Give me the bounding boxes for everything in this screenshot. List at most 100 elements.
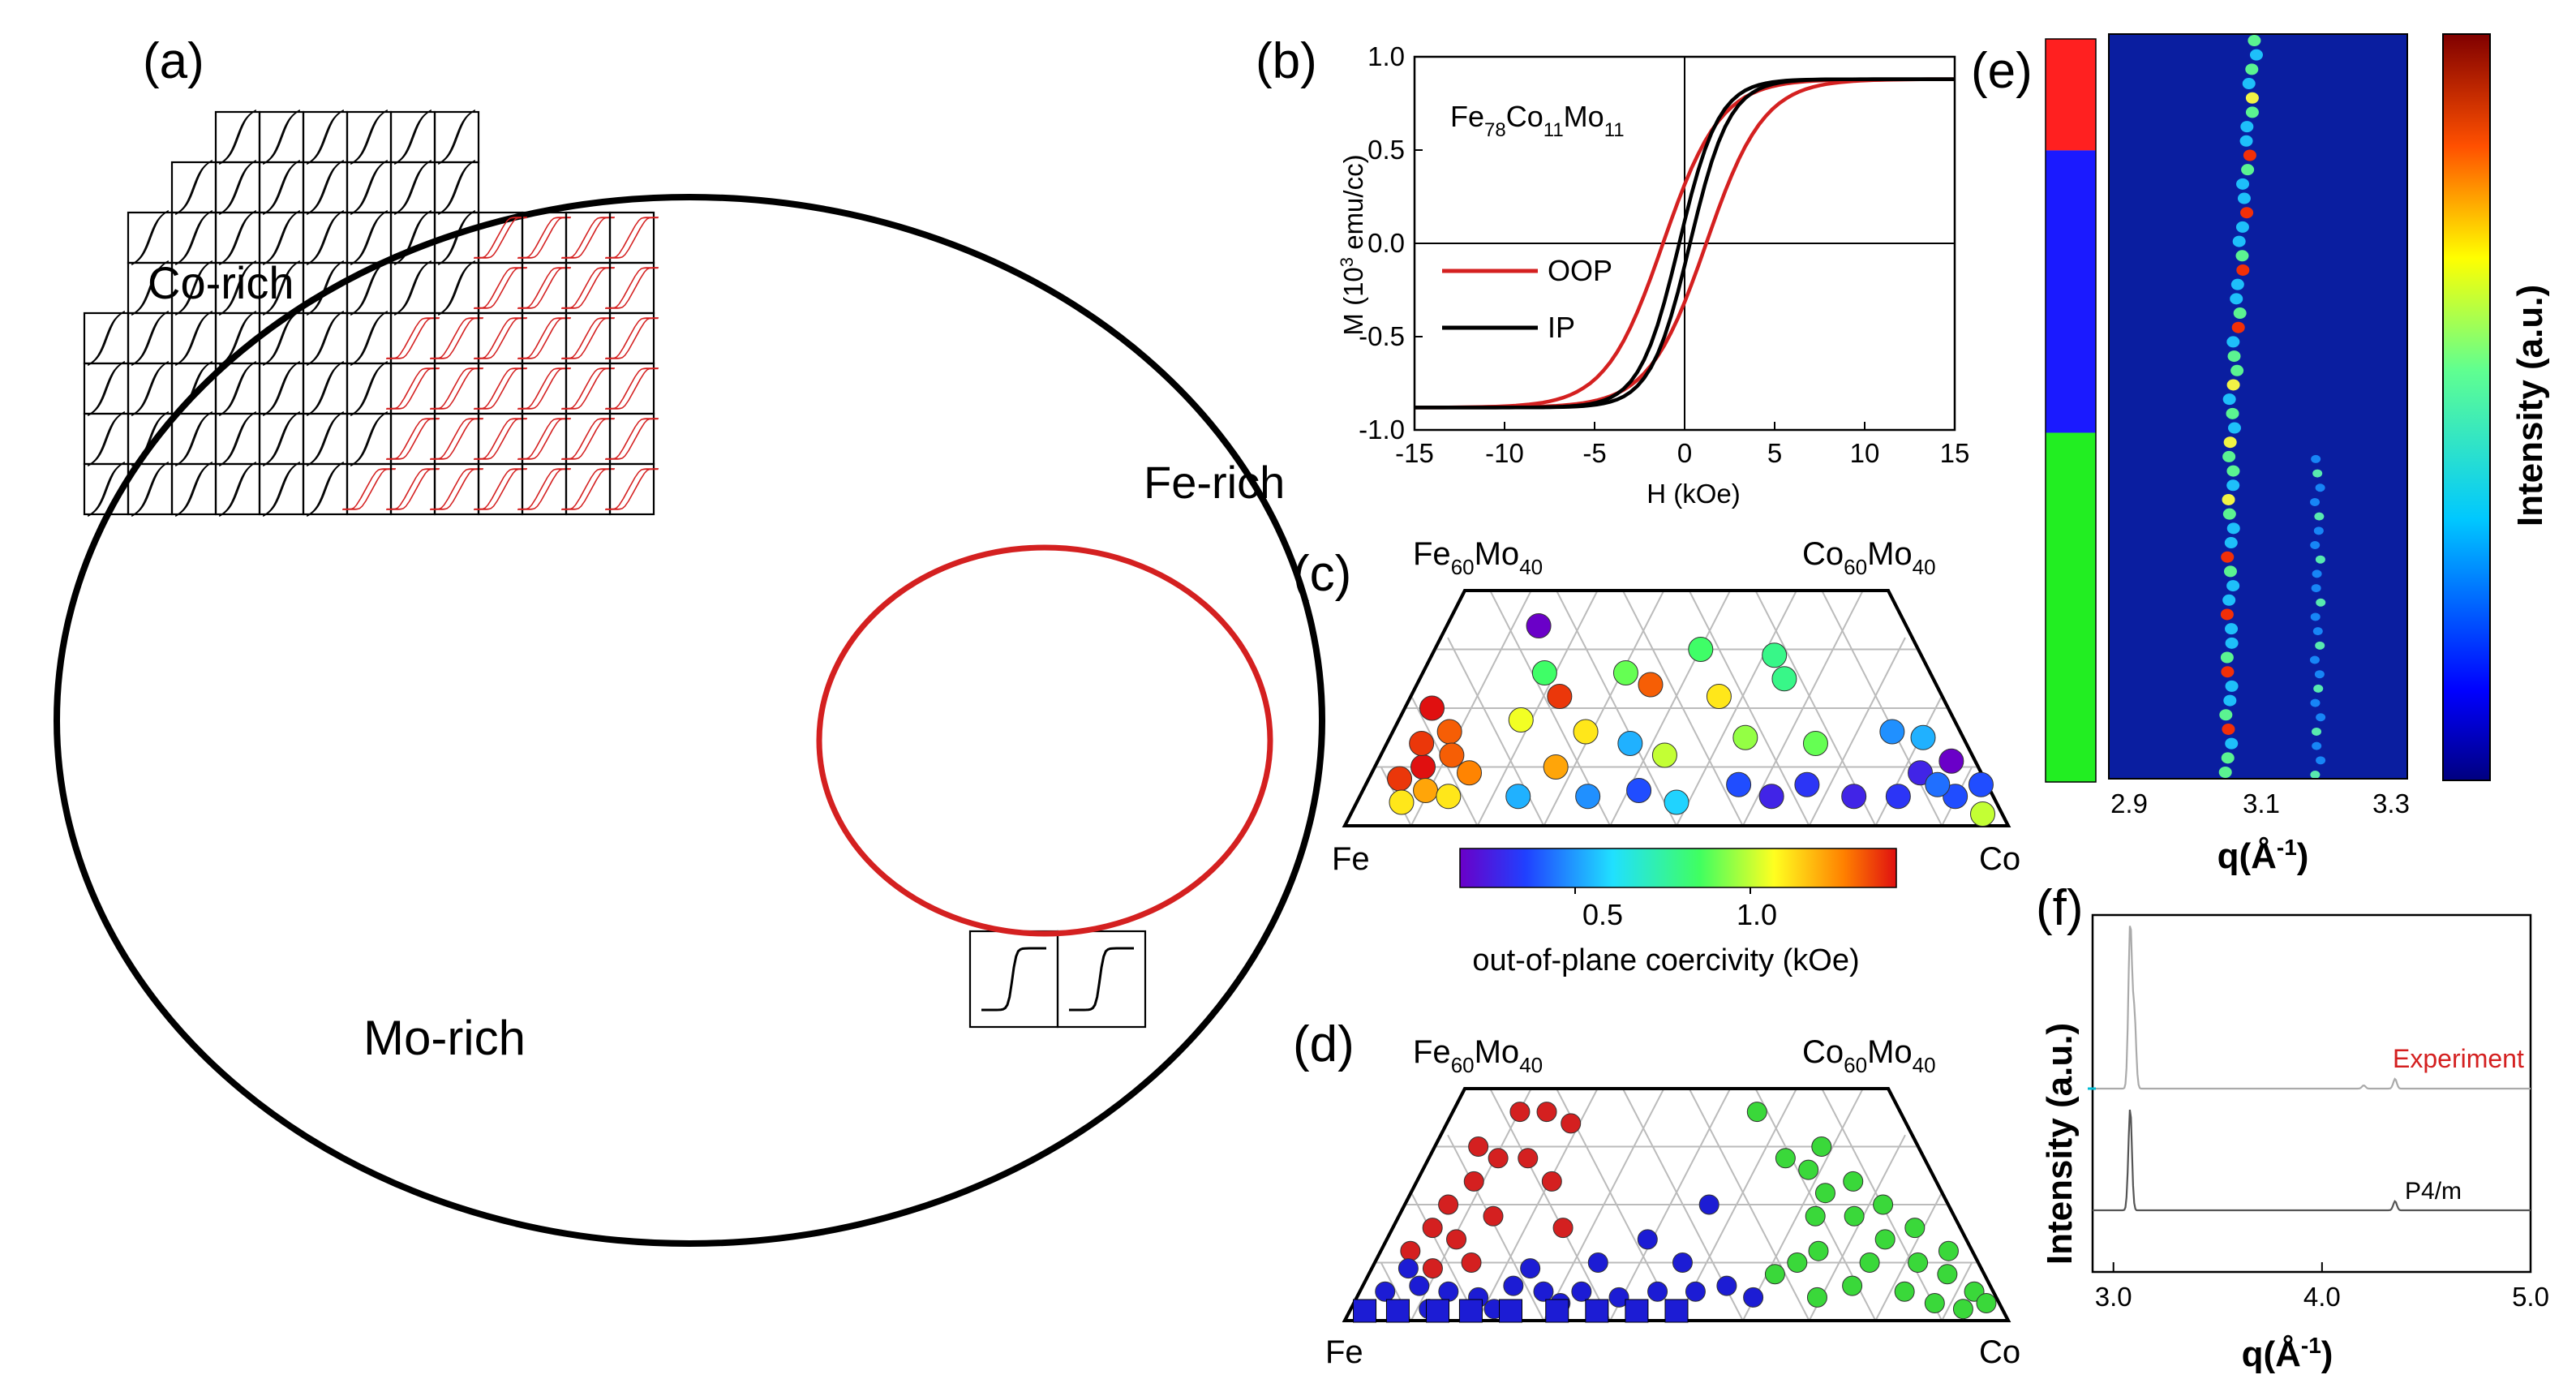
- loop-branch: [88, 411, 125, 467]
- loop-branch: [219, 311, 256, 367]
- loop-cell: [521, 211, 568, 264]
- loop-branch: [560, 418, 616, 460]
- diffraction-spot-main: [2226, 336, 2240, 348]
- diffraction-spot-main: [2218, 767, 2232, 778]
- square-loop: [517, 367, 572, 410]
- loop-branch: [263, 462, 300, 518]
- phase-point-green: [1937, 1264, 1958, 1285]
- phase-segment: [2046, 432, 2096, 782]
- coercivity-point: [1413, 778, 1439, 803]
- ternary-gridline: [1941, 1262, 1973, 1321]
- diffraction-spot-secondary: [2310, 541, 2321, 550]
- phase-point-blue: [1637, 1229, 1658, 1250]
- square-loop: [517, 468, 572, 510]
- soft-loop: [263, 110, 300, 165]
- loop-cell: [477, 462, 524, 516]
- soft-loop: [263, 260, 300, 316]
- hysteresis-axes: -15 -10 -5 0 5 10 15 1.0 0.5 0.0 -0.5 -1.0: [1359, 41, 1969, 468]
- square-loop-black: [981, 947, 1046, 1012]
- phase-point-red: [1468, 1136, 1489, 1157]
- loop-branch: [88, 462, 125, 518]
- coercivity-point: [1543, 754, 1569, 780]
- loop-branch: [429, 418, 484, 460]
- phase-square-blue: [1458, 1299, 1483, 1323]
- sample-composition: Fe78Co11Mo11: [1450, 100, 1625, 141]
- loop-branch: [517, 468, 572, 510]
- phase-point-green: [1787, 1252, 1808, 1273]
- square-loop: [473, 468, 528, 510]
- phase-point-red: [1400, 1240, 1421, 1261]
- diffraction-spot-main: [2223, 565, 2237, 578]
- loop-branch: [517, 317, 572, 359]
- loop-branch: [394, 110, 431, 165]
- diffraction-spot-main: [2241, 164, 2255, 176]
- square-loop: [429, 317, 484, 359]
- coercivity-point: [1968, 771, 1994, 797]
- diffraction-spot-secondary: [2314, 670, 2325, 679]
- diffraction-spot-secondary: [2312, 469, 2323, 478]
- loop-cell: [565, 362, 612, 415]
- soft-loop: [175, 361, 213, 417]
- coercivity-point: [1841, 784, 1867, 810]
- c-fe-corner-label: Fe: [1332, 841, 1370, 877]
- phase-point-blue: [1503, 1275, 1524, 1296]
- soft-loop: [175, 210, 213, 266]
- loop-branch: [560, 468, 616, 510]
- loop-branch: [517, 217, 572, 259]
- square-loop: [517, 217, 572, 259]
- b-y-tick-label: 0.0: [1367, 228, 1405, 258]
- square-loop: [560, 418, 616, 460]
- ternary-gridline: [1808, 637, 1906, 827]
- diffraction-spot-secondary: [2316, 598, 2326, 607]
- phase-point-green: [1798, 1159, 1819, 1180]
- loop-branch: [263, 411, 300, 467]
- b-x-axis-label: H (kOe): [1646, 479, 1741, 509]
- legend-label-oop: OOP: [1548, 254, 1612, 287]
- loop-branch: [438, 110, 475, 165]
- phase-point-red: [1446, 1229, 1467, 1250]
- d-corner-fe60mo40: Fe60Mo40: [1413, 1034, 1543, 1077]
- soft-loop: [219, 311, 256, 367]
- soft-loop: [394, 260, 431, 316]
- soft-loop: [263, 462, 300, 518]
- xrd-series-p4m: [2093, 1109, 2531, 1212]
- d-co-corner-label: Co: [1979, 1334, 2020, 1370]
- square-loop: [604, 217, 659, 259]
- loop-cell: [521, 261, 568, 315]
- square-loop: [385, 317, 440, 359]
- phase-point-blue: [1438, 1281, 1459, 1302]
- diffraction-spot-secondary: [2309, 655, 2320, 664]
- soft-loop: [307, 110, 344, 165]
- phase-point-green: [1924, 1293, 1945, 1314]
- f-p4m-label: P4/m: [2405, 1178, 2462, 1205]
- panel-d: (d) Fe60Mo40 Co60Mo40 Fe Co: [1293, 1016, 2020, 1370]
- square-loop: [385, 367, 440, 410]
- diffraction-spot-main: [2242, 78, 2256, 90]
- loop-cell: [389, 362, 436, 415]
- phase-ternary: [1342, 1087, 2011, 1323]
- phase-point-green: [1908, 1252, 1929, 1273]
- phase-point-blue: [1520, 1258, 1541, 1279]
- loop-cell: [565, 211, 612, 264]
- f-plot-frame: [2091, 913, 2532, 1274]
- loop-branch: [473, 468, 528, 510]
- phase-point-red: [1552, 1218, 1574, 1239]
- coercivity-point: [1910, 724, 1936, 750]
- diffraction-spot-main: [2245, 63, 2259, 75]
- diffraction-spot-main: [2248, 35, 2261, 46]
- soft-loop: [307, 160, 344, 216]
- loop-branch: [350, 361, 388, 417]
- loop-cell: [433, 462, 480, 516]
- ternary-gridline: [1447, 1134, 1545, 1321]
- loop-branch: [219, 260, 256, 316]
- phase-point-green: [1874, 1229, 1896, 1250]
- soft-loop: [438, 110, 475, 165]
- phase-point-red: [1541, 1171, 1562, 1192]
- xrd-comparison-plot: 3.0 4.0 5.0: [2088, 913, 2549, 1312]
- square-loop: [560, 317, 616, 359]
- diffraction-spot-main: [2227, 350, 2241, 363]
- coercivity-point: [1436, 719, 1462, 745]
- soft-loop: [131, 411, 169, 467]
- loop-branch: [604, 267, 659, 309]
- phase-point-blue: [1685, 1281, 1706, 1302]
